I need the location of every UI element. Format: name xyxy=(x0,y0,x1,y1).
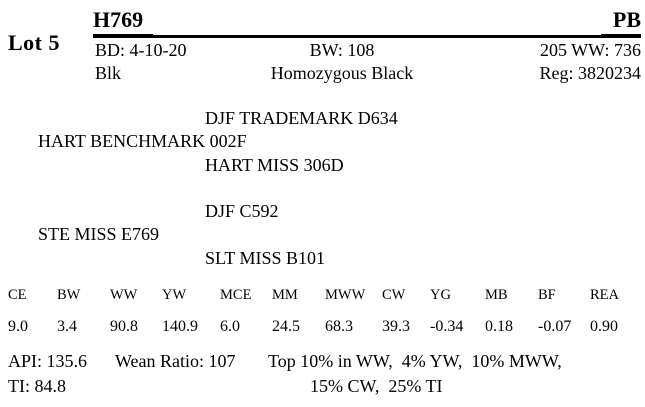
birth-date: BD: 4-10-20 xyxy=(95,40,187,60)
pedigree-sire: HART BENCHMARK 002F xyxy=(38,131,247,151)
coat-color: Blk xyxy=(95,63,122,83)
epd-header-yw: YW xyxy=(162,287,187,303)
epd-value-cw: 39.3 xyxy=(382,318,410,335)
wean-ratio: Wean Ratio: 107 xyxy=(115,351,236,371)
epd-header-ww: WW xyxy=(110,287,138,303)
percentile-ranks-line1: Top 10% in WW, 4% YW, 10% MWW, xyxy=(268,351,562,371)
epd-header-mm: MM xyxy=(272,287,298,303)
epd-header-bf: BF xyxy=(538,287,556,303)
epd-value-bf: -0.07 xyxy=(538,318,572,335)
epd-header-ce: CE xyxy=(8,287,27,303)
epd-header-cw: CW xyxy=(382,287,406,303)
epd-value-yg: -0.34 xyxy=(430,318,464,335)
epd-table: CE BW WW YW MCE MM MWW CW YG MB BF REA 9… xyxy=(8,287,645,336)
epd-value-ww: 90.8 xyxy=(110,318,138,335)
percentile-ranks-line2: 15% CW, 25% TI xyxy=(310,376,443,396)
epd-value-yw: 140.9 xyxy=(162,318,198,335)
epd-value-mww: 68.3 xyxy=(325,318,353,335)
epd-value-bw: 3.4 xyxy=(57,318,77,335)
pedigree-sire-sire: DJF TRADEMARK D634 xyxy=(205,108,398,128)
epd-value-rea: 0.90 xyxy=(590,318,618,335)
epd-header-bw: BW xyxy=(57,287,81,303)
epd-header-yg: YG xyxy=(430,287,451,303)
epd-header-rea: REA xyxy=(590,287,619,303)
birth-weight: BW: 108 xyxy=(309,40,375,60)
epd-header-mce: MCE xyxy=(220,287,252,303)
registration-number: Reg: 3820234 xyxy=(539,63,642,83)
animal-tattoo: H769 xyxy=(93,7,154,36)
epd-value-mm: 24.5 xyxy=(272,318,300,335)
adj-205-weaning-weight: 205 WW: 736 xyxy=(540,40,641,60)
lot-number: Lot 5 xyxy=(8,30,60,55)
pedigree-dam-dam: SLT MISS B101 xyxy=(205,248,326,268)
genetic-status: Homozygous Black xyxy=(270,63,414,83)
ti-index: TI: 84.8 xyxy=(8,376,66,396)
epd-header-mb: MB xyxy=(485,287,508,303)
epd-value-mb: 0.18 xyxy=(485,318,513,335)
epd-value-mce: 6.0 xyxy=(220,318,240,335)
pedigree-dam: STE MISS E769 xyxy=(38,224,160,244)
pedigree-dam-sire: DJF C592 xyxy=(205,201,279,221)
epd-header-mww: MWW xyxy=(325,287,366,303)
api-index: API: 135.6 xyxy=(8,351,88,371)
breed-code: PB xyxy=(600,7,641,36)
epd-value-ce: 9.0 xyxy=(8,318,28,335)
pedigree-sire-dam: HART MISS 306D xyxy=(205,155,344,175)
header-divider-rule xyxy=(93,35,641,38)
